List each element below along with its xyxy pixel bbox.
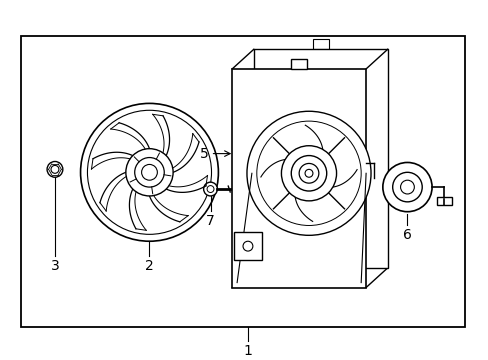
Circle shape [281,146,336,201]
Circle shape [382,162,431,212]
Circle shape [305,169,312,177]
Text: 4: 4 [243,277,252,291]
Bar [232,69,366,288]
Circle shape [142,165,157,180]
Polygon shape [253,49,387,268]
Circle shape [51,165,59,173]
Text: 7: 7 [206,214,214,228]
Circle shape [81,103,218,241]
Bar [234,232,261,260]
Circle shape [243,241,252,251]
Text: 3: 3 [50,259,59,273]
Text: 5: 5 [200,147,208,161]
Circle shape [47,162,62,177]
Text: 6: 6 [402,229,411,242]
Circle shape [291,156,326,191]
Circle shape [203,182,217,196]
Circle shape [87,110,211,234]
Circle shape [400,180,413,194]
Bar [436,197,451,205]
Circle shape [134,158,164,187]
Bar [312,39,328,49]
Bar [21,36,464,327]
Circle shape [256,121,361,225]
Text: 1: 1 [243,344,252,357]
Bar [291,59,306,69]
Text: 2: 2 [145,259,154,273]
Circle shape [206,186,214,193]
Circle shape [299,163,318,183]
Circle shape [392,172,421,202]
Circle shape [125,149,173,196]
Circle shape [246,111,370,235]
